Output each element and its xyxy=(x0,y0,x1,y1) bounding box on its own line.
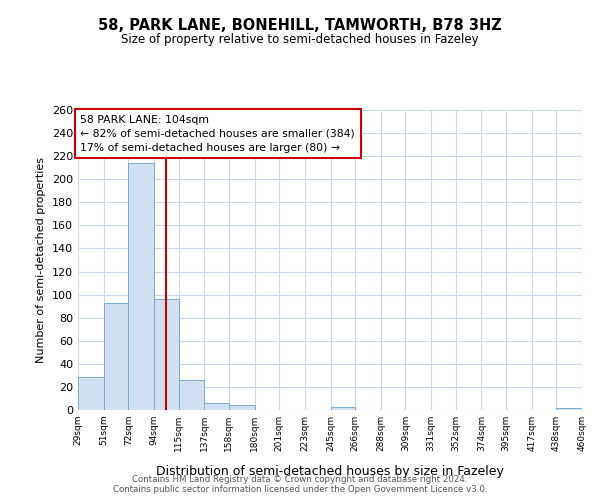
X-axis label: Distribution of semi-detached houses by size in Fazeley: Distribution of semi-detached houses by … xyxy=(156,465,504,478)
Bar xyxy=(154,299,179,410)
Bar xyxy=(204,403,229,410)
Bar xyxy=(556,408,582,410)
Y-axis label: Number of semi-detached properties: Number of semi-detached properties xyxy=(37,157,46,363)
Text: Contains HM Land Registry data © Crown copyright and database right 2024.: Contains HM Land Registry data © Crown c… xyxy=(132,475,468,484)
Text: 58, PARK LANE, BONEHILL, TAMWORTH, B78 3HZ: 58, PARK LANE, BONEHILL, TAMWORTH, B78 3… xyxy=(98,18,502,32)
Bar xyxy=(104,302,128,410)
Bar xyxy=(78,376,104,410)
Bar xyxy=(128,163,154,410)
Bar xyxy=(229,406,254,410)
Bar xyxy=(179,380,204,410)
Bar xyxy=(331,406,355,410)
Text: 58 PARK LANE: 104sqm
← 82% of semi-detached houses are smaller (384)
17% of semi: 58 PARK LANE: 104sqm ← 82% of semi-detac… xyxy=(80,114,355,152)
Text: Contains public sector information licensed under the Open Government Licence v3: Contains public sector information licen… xyxy=(113,485,487,494)
Text: Size of property relative to semi-detached houses in Fazeley: Size of property relative to semi-detach… xyxy=(121,32,479,46)
